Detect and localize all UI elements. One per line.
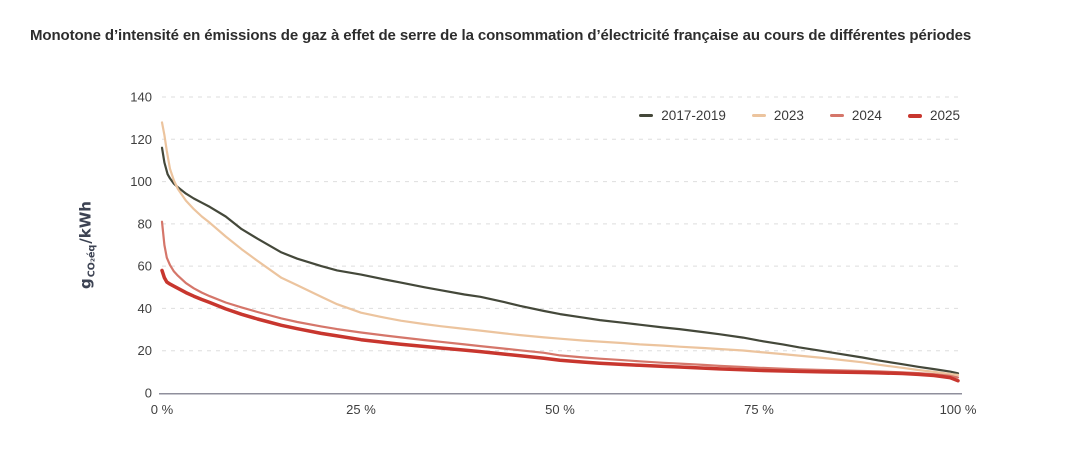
legend-item-2017-2019[interactable]: 2017-2019 (639, 108, 726, 123)
legend-item-2023[interactable]: 2023 (751, 108, 804, 123)
series-line-2023 (160, 121, 960, 377)
x-tick-label: 100 % (940, 402, 977, 417)
y-tick-label: 140 (130, 90, 152, 105)
y-tick-label: 0 (145, 386, 152, 401)
legend-label: 2023 (773, 108, 804, 123)
chart-legend: 2017-2019 2023 2024 2025 (639, 108, 960, 123)
legend-swatch-2017-2019 (639, 114, 654, 117)
legend-item-2024[interactable]: 2024 (829, 108, 882, 123)
x-tick-label: 0 % (151, 402, 174, 417)
y-tick-label: 100 (130, 174, 152, 189)
series-line-2025 (160, 268, 960, 383)
legend-swatch-2023 (751, 114, 766, 117)
series-line-2024 (160, 220, 960, 379)
x-tick-label: 50 % (545, 402, 575, 417)
legend-label: 2025 (929, 108, 960, 123)
legend-label: 2017-2019 (661, 108, 726, 123)
y-tick-label: 60 (138, 259, 152, 274)
y-tick-label: 20 (138, 343, 152, 358)
x-tick-label: 25 % (346, 402, 376, 417)
legend-item-2025[interactable]: 2025 (907, 108, 960, 123)
series-line-2017-2019 (160, 146, 960, 375)
legend-swatch-2024 (829, 114, 844, 117)
legend-swatch-2025 (907, 113, 922, 118)
y-tick-label: 120 (130, 132, 152, 147)
chart-title: Monotone d’intensité en émissions de gaz… (30, 27, 972, 44)
y-tick-label: 80 (138, 216, 152, 231)
x-tick-label: 75 % (744, 402, 774, 417)
y-tick-label: 40 (138, 301, 152, 316)
legend-label: 2024 (851, 108, 882, 123)
